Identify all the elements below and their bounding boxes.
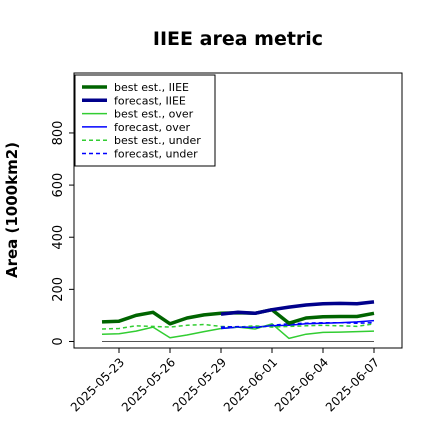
legend-label: forecast, IIEE	[114, 94, 186, 107]
x-tick-label: 2025-05-26	[119, 355, 178, 414]
chart-title: IIEE area metric	[153, 28, 323, 50]
x-tick-label: 2025-05-29	[170, 355, 229, 414]
plot-frame	[73, 72, 403, 349]
y-tick-label: 600	[51, 173, 66, 198]
legend-label: best est., under	[114, 134, 201, 147]
y-tick-label: 0	[51, 337, 66, 345]
x-tick-label: 2025-06-01	[221, 355, 280, 414]
x-axis-ticks: 2025-05-232025-05-262025-05-292025-06-01…	[68, 348, 382, 414]
legend-box	[74, 74, 216, 167]
x-tick-label: 2025-06-07	[323, 355, 382, 414]
x-tick-label: 2025-06-04	[272, 355, 331, 414]
legend-label: forecast, under	[114, 148, 198, 161]
series-line-5	[220, 321, 375, 329]
y-axis-ticks: 0 200 400 600 800	[51, 121, 74, 346]
x-tick-label: 2025-05-23	[68, 355, 127, 414]
legend-label: best est., over	[114, 108, 194, 121]
legend-label: best est., IIEE	[114, 81, 189, 94]
y-tick-label: 400	[51, 225, 66, 250]
y-tick-label: 200	[51, 277, 66, 302]
series-line-1	[220, 300, 375, 316]
y-tick-label: 800	[51, 121, 66, 146]
legend-label: forecast, over	[114, 121, 190, 134]
series-lines	[101, 300, 375, 340]
y-axis-label: Area (1000km2)	[3, 142, 21, 278]
